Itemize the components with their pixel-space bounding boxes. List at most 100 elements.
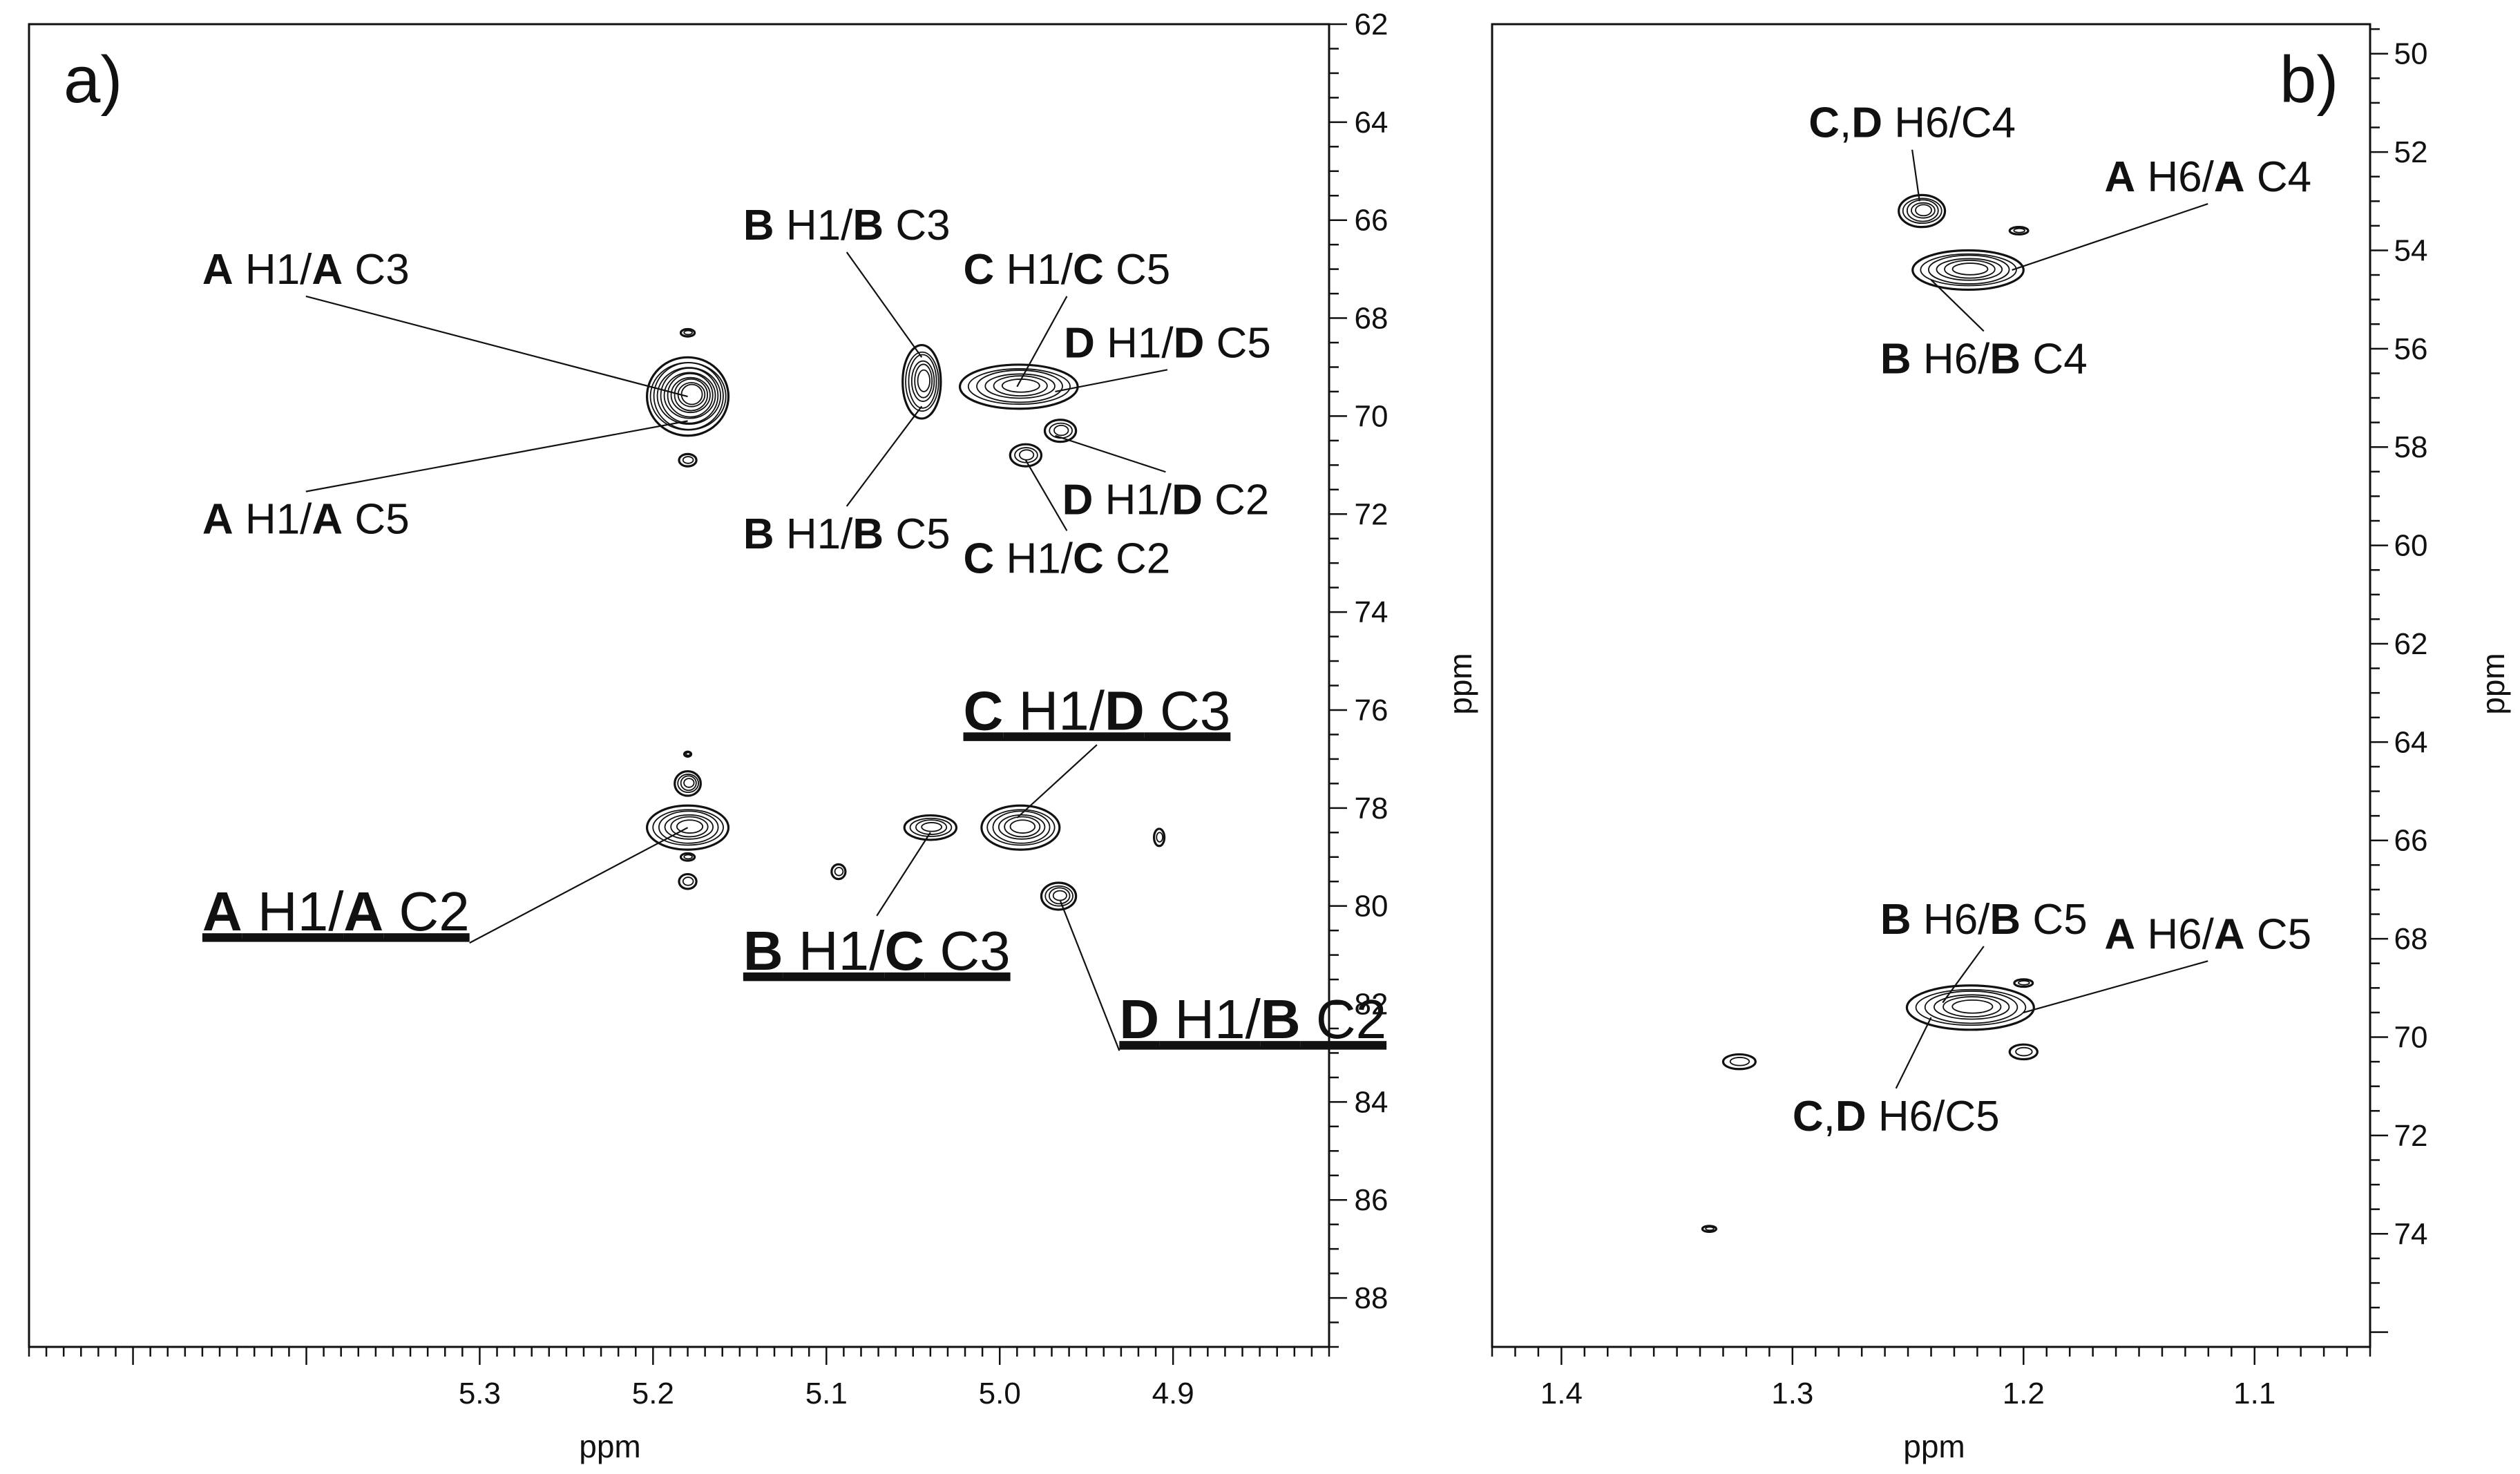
annotation-part: , <box>1824 1093 1835 1140</box>
annotation-part: C3 <box>884 202 950 249</box>
peak-contour <box>1152 827 1166 848</box>
annotation-part: C5 <box>2021 896 2087 944</box>
peak-annotation: A H6/A C5 <box>2104 910 2311 958</box>
y-tick-label: 50 <box>2394 37 2428 71</box>
annotation-part: C2 <box>1203 476 1269 524</box>
y-tick-label: 54 <box>2394 233 2428 267</box>
annotation-part: , <box>1840 99 1851 147</box>
y-tick-label: 72 <box>2394 1119 2428 1153</box>
contour-level <box>1951 262 1989 276</box>
panel-b: 1.4 1.3 1.2 1.1 50 52 54 56 58 60 62 64 66 68 70 72 74 C… <box>1491 23 2511 1464</box>
annotation-part: C3 <box>343 246 409 294</box>
annotation-part: H1/ <box>774 202 853 249</box>
peak-contour <box>674 770 702 797</box>
annotation-part: D <box>1835 1093 1867 1140</box>
contour-level <box>656 367 722 425</box>
contour-level <box>915 819 948 835</box>
peak-annotation: A H1/A C2 <box>202 881 470 942</box>
contour-level <box>1902 198 1942 224</box>
contour-level <box>1951 999 1994 1014</box>
contour-level <box>677 774 700 794</box>
contour-level <box>901 343 942 420</box>
annotation-part: D <box>1119 988 1159 1050</box>
x-tick-label: 4.9 <box>1152 1377 1194 1410</box>
panel-a-ticks: 5.3 5.2 5.1 5.0 4.9 62 64 66 68 70 72 74 76 78 80 82 84 8… <box>28 8 1388 1410</box>
contour-level <box>1927 254 2010 285</box>
annotation-part: C2 <box>1104 535 1170 582</box>
peak-annotation: B H6/B C5 <box>1880 896 2088 944</box>
contour-level <box>653 362 724 430</box>
peak-contour <box>980 804 1061 851</box>
annotation-part: D <box>1105 680 1145 741</box>
peak-contour <box>1911 249 2025 291</box>
peak-annotation: B H1/B C3 <box>743 202 951 249</box>
peak-contour <box>1009 443 1043 468</box>
annotation-part: B <box>743 920 783 982</box>
annotation-leader <box>1016 744 1098 819</box>
annotation-leader <box>1016 296 1068 387</box>
y-tick-label: 66 <box>1355 204 1388 238</box>
y-tick-label: 76 <box>1355 693 1388 727</box>
contour-level <box>967 368 1071 405</box>
contour-level <box>682 456 694 464</box>
annotation-part: C4 <box>2245 153 2311 201</box>
contour-level <box>660 367 719 424</box>
annotation-part: H1/ <box>1159 988 1261 1050</box>
peak-contour <box>903 814 958 841</box>
annotation-part: A <box>312 496 343 544</box>
x-tick-label: 1.2 <box>2003 1377 2045 1410</box>
contour-level <box>980 804 1061 851</box>
contour-level <box>1018 449 1035 461</box>
peak-contour <box>678 872 698 890</box>
annotation-leader <box>305 420 688 492</box>
y-tick-label: 86 <box>1355 1183 1388 1217</box>
annotation-part: B <box>1880 896 1911 944</box>
annotation-part: B <box>852 510 884 558</box>
contour-level <box>670 816 709 838</box>
annotation-leader <box>305 295 688 398</box>
annotation-part: B <box>743 510 774 558</box>
annotation-part: B <box>743 202 774 249</box>
contour-level <box>1040 881 1078 911</box>
contour-level <box>1049 887 1071 905</box>
contour-level <box>1915 988 2027 1026</box>
contour-level <box>998 814 1046 840</box>
contour-level <box>1729 1057 1750 1066</box>
x-tick-label: 5.0 <box>979 1377 1021 1410</box>
peak-contour <box>678 452 698 468</box>
contour-level <box>1936 258 2003 281</box>
peak-contour <box>1043 419 1078 443</box>
contour-level <box>2008 226 2030 236</box>
panel-b-peaks <box>1701 193 2039 1234</box>
annotation-part: H1/ <box>233 496 312 544</box>
contour-level <box>1915 204 1932 217</box>
annotation-leader <box>846 251 923 358</box>
annotation-part: B <box>1880 335 1911 383</box>
annotation-leader <box>846 405 923 507</box>
contour-level <box>682 750 693 758</box>
y-tick-label: 74 <box>1355 595 1388 629</box>
contour-level <box>678 452 698 468</box>
annotation-part: B <box>852 202 884 249</box>
y-tick-label: 88 <box>1355 1281 1388 1315</box>
panel-b-y-axis-title: ppm <box>2475 653 2511 714</box>
contour-level <box>1920 253 2017 287</box>
peak-contour <box>2013 978 2034 988</box>
contour-level <box>663 372 716 419</box>
annotation-part: H1/ <box>233 246 312 294</box>
contour-level <box>1156 832 1164 843</box>
peak-contour <box>2008 226 2030 236</box>
x-tick-label: 1.3 <box>1771 1377 1813 1410</box>
annotation-leader <box>1055 434 1166 473</box>
annotation-part: H1/ <box>242 881 344 942</box>
y-tick-label: 56 <box>2394 332 2428 366</box>
annotation-part: C5 <box>2245 910 2311 958</box>
panel-b-x-axis-title: ppm <box>1903 1428 1965 1464</box>
panel-a: 5.3 5.2 5.1 5.0 4.9 62 64 66 68 70 72 74 76 78 80 82 84 8… <box>28 8 1478 1464</box>
contour-level <box>680 383 703 405</box>
contour-level <box>679 852 696 862</box>
contour-level <box>984 373 1056 399</box>
annotation-leader <box>469 827 689 944</box>
annotation-part: C <box>884 920 924 982</box>
contour-level <box>834 866 844 877</box>
